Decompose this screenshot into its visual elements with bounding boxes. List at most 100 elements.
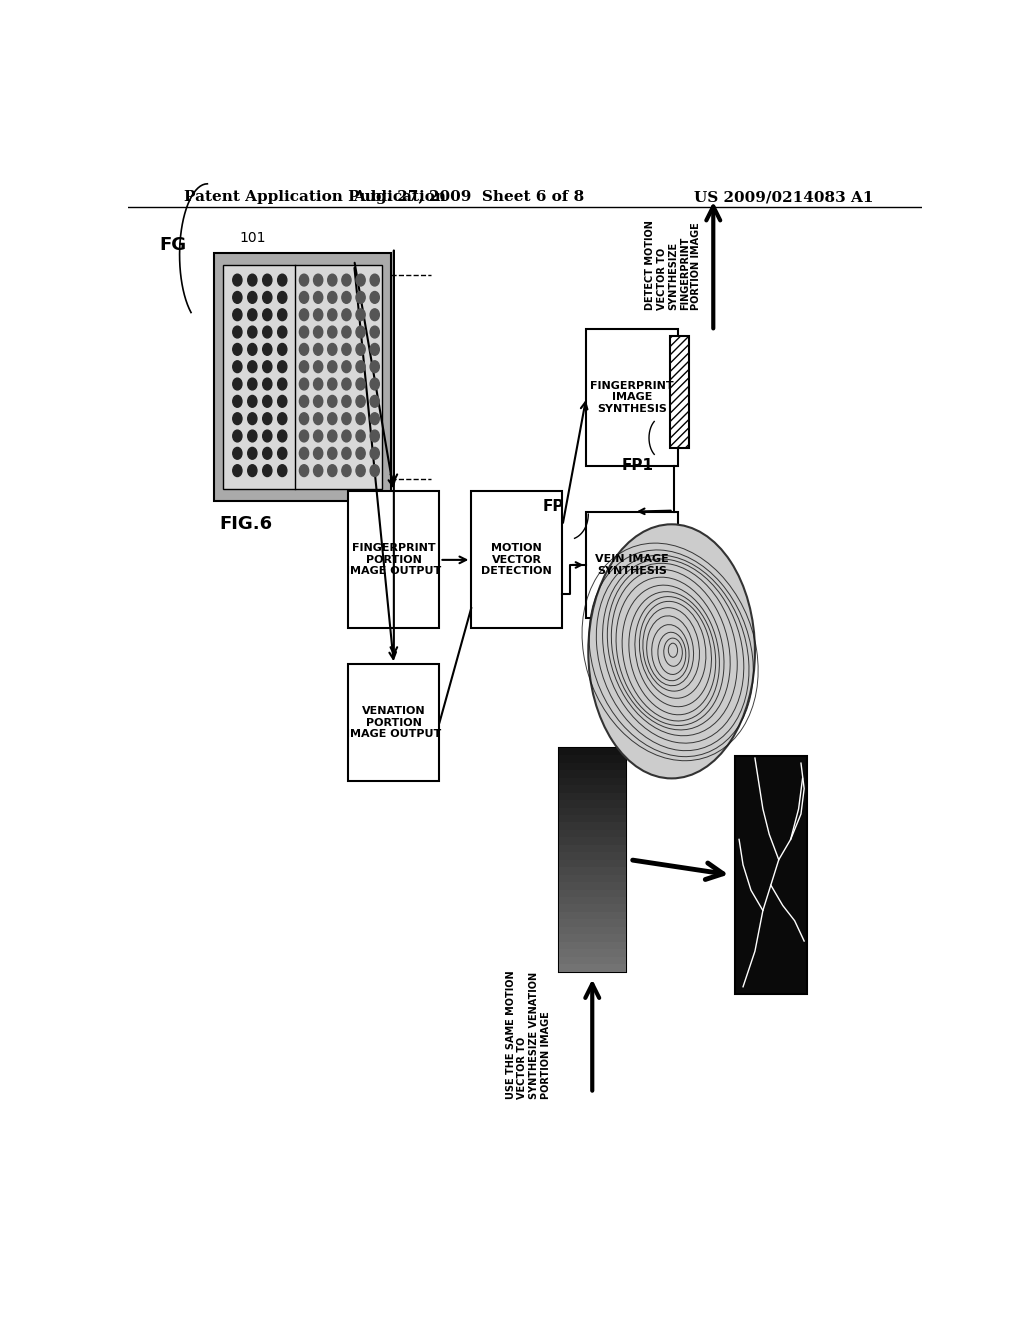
Circle shape [232, 413, 242, 425]
Circle shape [370, 378, 379, 389]
Circle shape [263, 360, 272, 372]
Circle shape [328, 326, 337, 338]
Circle shape [232, 343, 242, 355]
Text: 101: 101 [239, 231, 265, 244]
Bar [558, 814, 626, 822]
Bar [558, 882, 626, 890]
Circle shape [248, 360, 257, 372]
Circle shape [232, 465, 242, 477]
Circle shape [299, 465, 308, 477]
Bar [558, 837, 626, 845]
Bar [214, 253, 391, 500]
Circle shape [356, 447, 366, 459]
Circle shape [356, 326, 366, 338]
Circle shape [370, 343, 379, 355]
Circle shape [278, 326, 287, 338]
Circle shape [278, 465, 287, 477]
Circle shape [328, 275, 337, 286]
Text: FP: FP [543, 499, 564, 515]
Circle shape [313, 378, 323, 389]
Bar [735, 755, 807, 994]
Circle shape [263, 396, 272, 408]
Text: Aug. 27, 2009  Sheet 6 of 8: Aug. 27, 2009 Sheet 6 of 8 [353, 190, 585, 205]
Text: DETECT MOTION
VECTOR TO
SYNTHESIZE
FINGERPRINT
PORTION IMAGE: DETECT MOTION VECTOR TO SYNTHESIZE FINGE… [645, 220, 701, 310]
Circle shape [356, 275, 366, 286]
Bar [558, 875, 626, 882]
Bar [558, 904, 626, 912]
Bar [558, 763, 626, 771]
Circle shape [313, 413, 323, 425]
Text: VEIN IMAGE
SYNTHESIS: VEIN IMAGE SYNTHESIS [595, 554, 669, 576]
Bar [558, 800, 626, 808]
Circle shape [299, 378, 308, 389]
Circle shape [263, 378, 272, 389]
Bar [558, 771, 626, 777]
Circle shape [248, 430, 257, 442]
Circle shape [356, 292, 366, 304]
Circle shape [278, 447, 287, 459]
Circle shape [313, 326, 323, 338]
Text: MOTION
VECTOR
DETECTION: MOTION VECTOR DETECTION [481, 544, 552, 577]
Circle shape [232, 309, 242, 321]
Circle shape [263, 309, 272, 321]
Circle shape [299, 447, 308, 459]
Circle shape [278, 430, 287, 442]
Text: FINGERPRINT
IMAGE
SYNTHESIS: FINGERPRINT IMAGE SYNTHESIS [590, 380, 674, 414]
Text: FG: FG [160, 236, 186, 253]
Circle shape [248, 413, 257, 425]
Circle shape [328, 309, 337, 321]
Bar [558, 822, 626, 830]
Circle shape [263, 275, 272, 286]
Circle shape [278, 378, 287, 389]
Circle shape [299, 326, 308, 338]
Circle shape [356, 343, 366, 355]
Bar [223, 265, 382, 488]
Circle shape [263, 413, 272, 425]
Circle shape [328, 465, 337, 477]
Circle shape [278, 343, 287, 355]
Circle shape [248, 396, 257, 408]
Circle shape [328, 292, 337, 304]
Bar [558, 830, 626, 837]
Circle shape [328, 413, 337, 425]
Circle shape [370, 326, 379, 338]
Circle shape [342, 430, 351, 442]
Bar [558, 808, 626, 814]
Bar [558, 792, 626, 800]
Bar [558, 890, 626, 898]
Circle shape [328, 447, 337, 459]
Circle shape [328, 343, 337, 355]
Circle shape [356, 378, 366, 389]
Circle shape [232, 292, 242, 304]
Bar [558, 777, 626, 785]
Circle shape [299, 396, 308, 408]
Circle shape [232, 447, 242, 459]
Circle shape [313, 275, 323, 286]
Circle shape [370, 465, 379, 477]
Bar [558, 755, 626, 763]
Circle shape [313, 396, 323, 408]
Bar [670, 337, 689, 447]
Bar [471, 491, 562, 628]
Text: FIG.6: FIG.6 [219, 515, 272, 533]
Bar [558, 957, 626, 964]
Circle shape [313, 465, 323, 477]
Circle shape [278, 292, 287, 304]
Circle shape [370, 292, 379, 304]
Circle shape [356, 360, 366, 372]
Circle shape [278, 413, 287, 425]
Circle shape [342, 447, 351, 459]
Circle shape [299, 430, 308, 442]
Circle shape [248, 275, 257, 286]
Circle shape [313, 309, 323, 321]
Circle shape [299, 309, 308, 321]
Circle shape [370, 413, 379, 425]
Circle shape [248, 465, 257, 477]
Circle shape [342, 343, 351, 355]
Circle shape [278, 360, 287, 372]
Circle shape [370, 430, 379, 442]
Circle shape [299, 413, 308, 425]
Text: FINGERPRINT
PORTION
IMAGE OUTPUT: FINGERPRINT PORTION IMAGE OUTPUT [346, 544, 441, 577]
Circle shape [232, 396, 242, 408]
Circle shape [342, 309, 351, 321]
